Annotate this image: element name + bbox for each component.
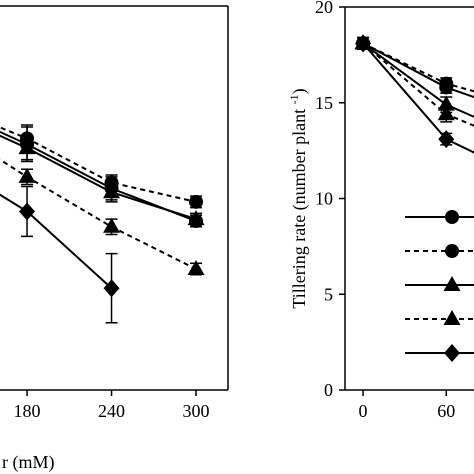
marker: [19, 202, 36, 221]
legend-marker: [443, 310, 461, 325]
series-line: [0, 130, 197, 222]
series-line: [0, 134, 197, 221]
legend-marker: [445, 210, 459, 224]
marker: [189, 194, 204, 209]
legend-marker: [443, 276, 461, 291]
y-tick-label: 5: [324, 284, 333, 304]
marker: [187, 210, 205, 226]
marker: [103, 279, 120, 298]
y-axis-label: Tillering rate (number plant -1): [287, 88, 310, 308]
x-tick-label: 0: [359, 401, 368, 421]
series-line: [362, 42, 474, 99]
x-tick-label: 180: [14, 401, 41, 421]
marker: [18, 139, 36, 155]
legend-marker: [444, 344, 460, 362]
series-line: [362, 42, 474, 127]
y-axis-label-part: -1: [287, 94, 301, 104]
marker: [355, 34, 372, 53]
y-tick-label: 0: [324, 380, 333, 400]
y-tick-label: 20: [315, 0, 333, 17]
y-axis-label-part: Tillering rate (number plant: [289, 104, 310, 308]
plot-area: [354, 34, 474, 154]
marker: [439, 76, 454, 91]
marker: [187, 260, 205, 276]
y-axis-label-part: ): [289, 88, 310, 94]
legend-marker: [445, 244, 459, 258]
marker: [438, 130, 455, 149]
marker: [437, 105, 455, 121]
marker: [18, 167, 36, 183]
marker: [103, 183, 121, 199]
series-line: [0, 158, 197, 270]
series-line: [362, 42, 474, 154]
series-line: [0, 126, 197, 203]
marker: [103, 217, 121, 233]
plot-area: [0, 124, 205, 324]
x-tick-label: 300: [183, 401, 210, 421]
x-tick-label: 240: [98, 401, 125, 421]
x-axis-label: r (mM): [2, 452, 55, 473]
y-tick-label: 15: [315, 93, 333, 113]
y-tick-label: 10: [315, 189, 333, 209]
x-tick-label: 60: [437, 401, 455, 421]
